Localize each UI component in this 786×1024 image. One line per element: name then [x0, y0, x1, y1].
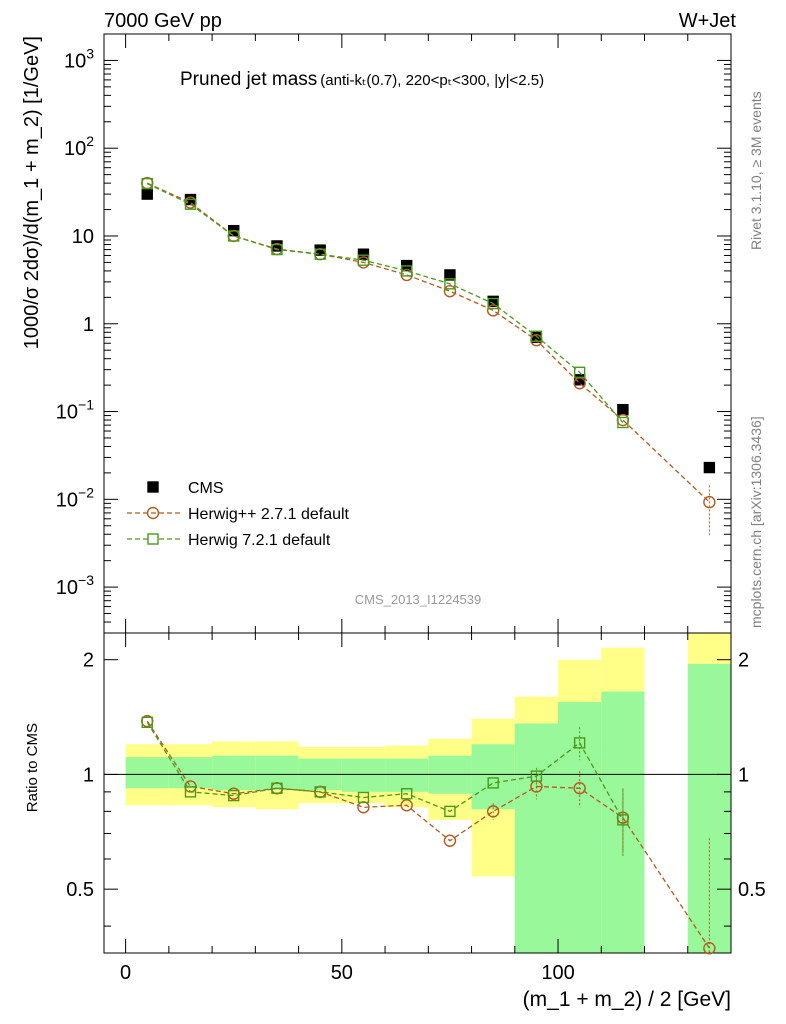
data-point — [400, 265, 413, 277]
ratio-frame — [103, 632, 732, 954]
ratio-tick-label: 2 — [83, 650, 94, 672]
y-tick-label: 10−2 — [56, 484, 94, 511]
data-point — [486, 304, 500, 317]
legend-label: CMS — [188, 480, 224, 497]
watermark: CMS_2013_I1224539 — [355, 592, 482, 607]
header-left: 7000 GeV pp — [104, 10, 222, 32]
data-point — [357, 254, 370, 266]
ratio-point — [184, 786, 197, 798]
ratio-point — [400, 788, 413, 800]
ratio-point — [314, 786, 326, 798]
ratio-point — [400, 799, 413, 812]
y-tick-label: 1 — [83, 314, 94, 336]
data-point — [228, 230, 240, 242]
ratio-point — [573, 782, 586, 795]
ratio-point — [141, 716, 153, 729]
ratio-point — [357, 801, 370, 814]
x-tick-label: 50 — [331, 962, 353, 984]
ratio-tick-label: 0.5 — [738, 879, 766, 901]
band-inner — [471, 744, 515, 810]
legend-marker — [146, 506, 160, 520]
ratio-point — [357, 791, 370, 804]
data-point — [141, 177, 153, 190]
data-point — [617, 416, 629, 429]
series-2 — [141, 177, 629, 857]
ratio-point — [486, 805, 500, 818]
data-point — [530, 330, 543, 342]
header-right: W+Jet — [678, 10, 736, 32]
data-point — [616, 413, 630, 427]
ratio-tick-label: 2 — [738, 650, 749, 672]
legend-label: Herwig++ 2.7.1 default — [188, 506, 350, 523]
y-axis-label: 1000/σ 2dσ)/d(m_1 + m_2) [1/GeV] — [21, 36, 43, 349]
ratio-point — [573, 737, 586, 749]
x-axis-label: (m_1 + m_2) / 2 [GeV] — [523, 988, 731, 1011]
ratio-point — [487, 777, 499, 789]
data-point — [617, 403, 629, 416]
data-point — [703, 495, 716, 509]
data-point — [314, 248, 326, 260]
band-inner — [687, 663, 731, 953]
band-inner — [168, 757, 213, 789]
data-point — [703, 461, 716, 474]
series-line — [146, 183, 624, 423]
data-point — [271, 243, 283, 256]
x-tick-label: 0 — [120, 962, 131, 984]
band-inner — [212, 755, 256, 791]
data-point — [141, 188, 153, 200]
y-tick-label: 10−1 — [56, 397, 94, 424]
data-point — [184, 198, 197, 210]
band-inner — [125, 757, 169, 789]
chart-title: Pruned jet mass (anti-kₜ(0.7), 220<pₜ<300… — [180, 69, 544, 90]
ratio-point — [228, 789, 240, 802]
data-point — [444, 278, 456, 290]
legend-marker — [147, 481, 159, 493]
band-inner — [385, 758, 429, 792]
ratio-tick-label: 1 — [738, 764, 749, 786]
x-tick-label: 100 — [541, 962, 574, 984]
data-point — [487, 297, 499, 310]
ratio-tick-label: 1 — [83, 764, 94, 786]
ratio-tick-label: 0.5 — [66, 879, 94, 901]
band-inner — [255, 755, 299, 791]
y-tick-label: 103 — [64, 45, 94, 72]
data-point — [443, 284, 457, 298]
y-tick-label: 102 — [64, 133, 94, 160]
band-inner — [341, 758, 386, 792]
ratio-point — [271, 782, 283, 794]
ratio-line — [146, 721, 624, 821]
y-tick-label: 10−3 — [56, 572, 94, 599]
legend-label: Herwig 7.2.1 default — [188, 532, 331, 549]
band-inner — [514, 723, 559, 953]
data-point — [357, 248, 370, 260]
data-point — [573, 366, 586, 378]
y-tick-label: 10 — [72, 226, 94, 248]
ratio-point — [444, 805, 456, 818]
legend — [127, 481, 180, 545]
ratio-point — [703, 942, 716, 955]
ratio-point — [530, 770, 543, 782]
ratio-axis-label: Ratio to CMS — [24, 723, 41, 812]
ratio-point — [443, 834, 457, 847]
data-point — [444, 269, 456, 281]
ratio-point — [617, 814, 629, 826]
legend-marker — [147, 533, 159, 545]
